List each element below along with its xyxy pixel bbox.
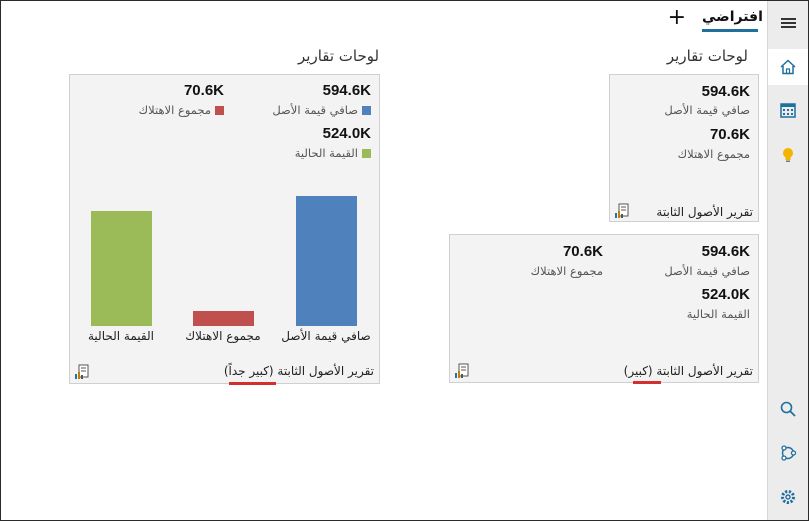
- report-icon: [75, 364, 89, 379]
- search-button[interactable]: [768, 391, 808, 427]
- tile-medium[interactable]: 594.6K صافي قيمة الأصل 70.6K مجموع الاهت…: [449, 234, 759, 384]
- calendar-button[interactable]: [768, 92, 808, 128]
- tab-default[interactable]: افتراضي: [702, 9, 763, 25]
- kpi-value: 70.6K: [562, 243, 603, 260]
- section-title-right: لوحات تقارير: [666, 47, 748, 65]
- bar: [295, 196, 357, 326]
- report-icon: [615, 203, 629, 218]
- home-button[interactable]: [768, 49, 808, 85]
- bar-chart: صافي قيمة الأصل مجموع الاهتلاك القيمة الحا…: [70, 75, 379, 383]
- kpi-label-text: القيمة الحالية: [294, 146, 358, 160]
- kpi-label: القيمة الحالية: [295, 146, 371, 160]
- menu-icon: [780, 16, 796, 30]
- lightbulb-icon: [783, 148, 793, 162]
- tab-active-indicator: [702, 29, 758, 32]
- insights-button[interactable]: [768, 137, 808, 173]
- app-rail: [767, 1, 808, 520]
- bar: [192, 311, 254, 326]
- kpi-label-text: مجموع الاهتلاك: [138, 103, 211, 117]
- kpi-value: 594.6K: [322, 82, 371, 99]
- kpi-value: 594.6K: [701, 243, 750, 260]
- kpi-label: صافي قيمة الأصل: [664, 264, 750, 278]
- settings-button[interactable]: [768, 479, 808, 515]
- bar-label: مجموع الاهتلاك: [185, 329, 261, 343]
- legend-swatch: [362, 149, 371, 158]
- tile-title[interactable]: تقرير الأصول الثابتة (كبير): [623, 364, 753, 378]
- kpi-value: 524.0K: [322, 125, 371, 142]
- kpi-value: 594.6K: [701, 83, 750, 100]
- tile-large[interactable]: 594.6K صافي قيمة الأصل 70.6K مجموع الاهت…: [69, 74, 380, 385]
- section-title-left: لوحات تقارير: [298, 47, 380, 65]
- calendar-icon: [780, 103, 796, 118]
- connections-button[interactable]: [768, 435, 808, 471]
- bar-label: صافي قيمة الأصل: [281, 329, 371, 343]
- focus-underline: [229, 382, 276, 385]
- kpi-label: مجموع الاهتلاك: [677, 147, 750, 161]
- connections-icon: [781, 445, 797, 461]
- kpi-label: صافي قيمة الأصل: [664, 103, 750, 117]
- add-tab-button[interactable]: +: [667, 5, 686, 30]
- kpi-label: صافي قيمة الأصل: [272, 103, 371, 117]
- tile-title[interactable]: تقرير الأصول الثابتة (كبير جداً): [223, 364, 374, 378]
- kpi-label: مجموع الاهتلاك: [530, 264, 603, 278]
- bar: [90, 211, 152, 326]
- search-icon: [780, 401, 796, 417]
- kpi-label: القيمة الحالية: [686, 307, 750, 321]
- report-icon: [455, 363, 469, 378]
- focus-underline: [633, 381, 661, 384]
- tile-title[interactable]: تقرير الأصول الثابتة: [656, 205, 753, 219]
- home-icon: [780, 59, 796, 75]
- gear-icon: [781, 490, 795, 504]
- menu-button[interactable]: [768, 5, 808, 41]
- legend-swatch: [362, 106, 371, 115]
- bar-label: القيمة الحالية: [88, 329, 154, 343]
- legend-swatch: [215, 106, 224, 115]
- kpi-label-text: صافي قيمة الأصل: [272, 103, 358, 117]
- kpi-value: 524.0K: [701, 286, 750, 303]
- kpi-value: 70.6K: [183, 82, 224, 99]
- kpi-label: مجموع الاهتلاك: [139, 103, 224, 117]
- tile-small[interactable]: 594.6K صافي قيمة الأصل 70.6K مجموع الاهت…: [609, 74, 759, 222]
- kpi-value: 70.6K: [709, 126, 750, 143]
